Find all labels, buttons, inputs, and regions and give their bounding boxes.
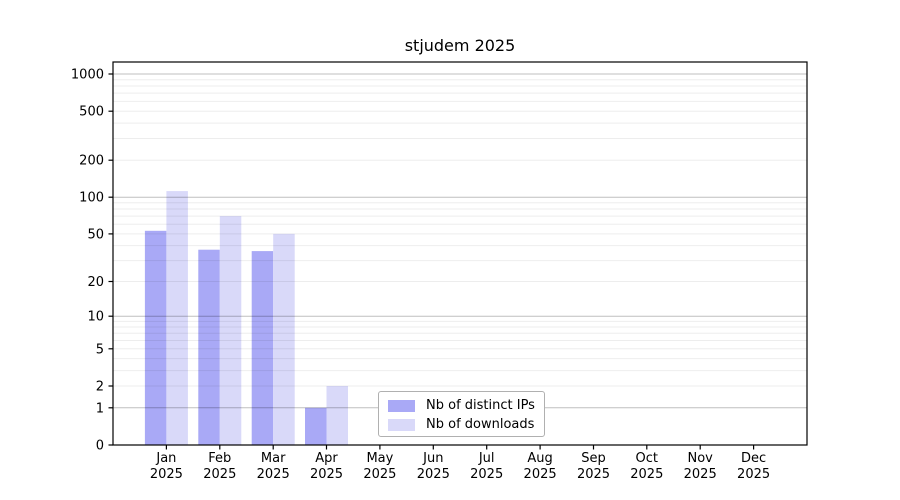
y-tick-label: 200 [79,154,104,169]
x-tick-label-month: Dec [741,451,766,466]
x-tick-label-year: 2025 [257,467,290,482]
bar-downloads [273,233,295,445]
y-tick-label: 2 [96,380,104,395]
bar-downloads [326,386,348,445]
x-tick-label-year: 2025 [150,467,183,482]
x-tick-label-month: Mar [261,451,286,466]
plot-border [112,61,808,446]
x-tick-label-month: Nov [688,451,714,466]
bar-distinct-ips [198,249,220,445]
legend-row-distinct-ips: Nb of distinct IPs [388,396,544,415]
y-tick-label: 50 [87,227,104,242]
y-tick-label: 500 [79,105,104,120]
y-tick-label: 0 [96,439,104,454]
x-tick-label-month: Jun [422,451,443,466]
y-tick-label: 1 [96,401,104,416]
x-tick-label-month: Apr [315,451,338,466]
x-tick-label-year: 2025 [630,467,663,482]
x-tick-label-month: Sep [581,451,606,466]
bar-distinct-ips [305,407,327,445]
x-tick-label-month: Jan [155,451,176,466]
x-tick-label-year: 2025 [577,467,610,482]
legend-label-downloads: Nb of downloads [426,417,535,432]
legend-swatch-downloads [388,418,415,431]
legend-swatch-distinct-ips [388,399,415,412]
legend: Nb of distinct IPs Nb of downloads [378,391,545,437]
y-tick-label: 10 [87,310,104,325]
legend-row-downloads: Nb of downloads [388,415,544,434]
legend-label-distinct-ips: Nb of distinct IPs [426,398,535,413]
x-tick-label-month: Aug [527,451,552,466]
y-tick-label: 100 [79,191,104,206]
bar-distinct-ips [251,251,274,445]
x-tick-label-month: Oct [636,451,658,466]
bar-downloads [219,216,242,445]
x-tick-label-year: 2025 [524,467,557,482]
bar-downloads [166,191,188,445]
x-tick-label-year: 2025 [470,467,503,482]
x-tick-label-month: Feb [208,451,231,466]
x-tick-label-year: 2025 [417,467,450,482]
x-tick-label-year: 2025 [684,467,717,482]
x-tick-label-year: 2025 [363,467,396,482]
y-tick-label: 20 [87,275,104,290]
x-tick-label-year: 2025 [737,467,770,482]
bar-distinct-ips [144,230,167,445]
x-tick-label-month: Jul [478,451,495,466]
y-tick-label: 5 [96,342,104,357]
y-tick-label: 1000 [71,68,104,83]
chart-title: stjudem 2025 [404,36,516,55]
x-tick-label-year: 2025 [310,467,343,482]
x-tick-label-month: May [366,451,393,466]
x-tick-label-year: 2025 [203,467,236,482]
